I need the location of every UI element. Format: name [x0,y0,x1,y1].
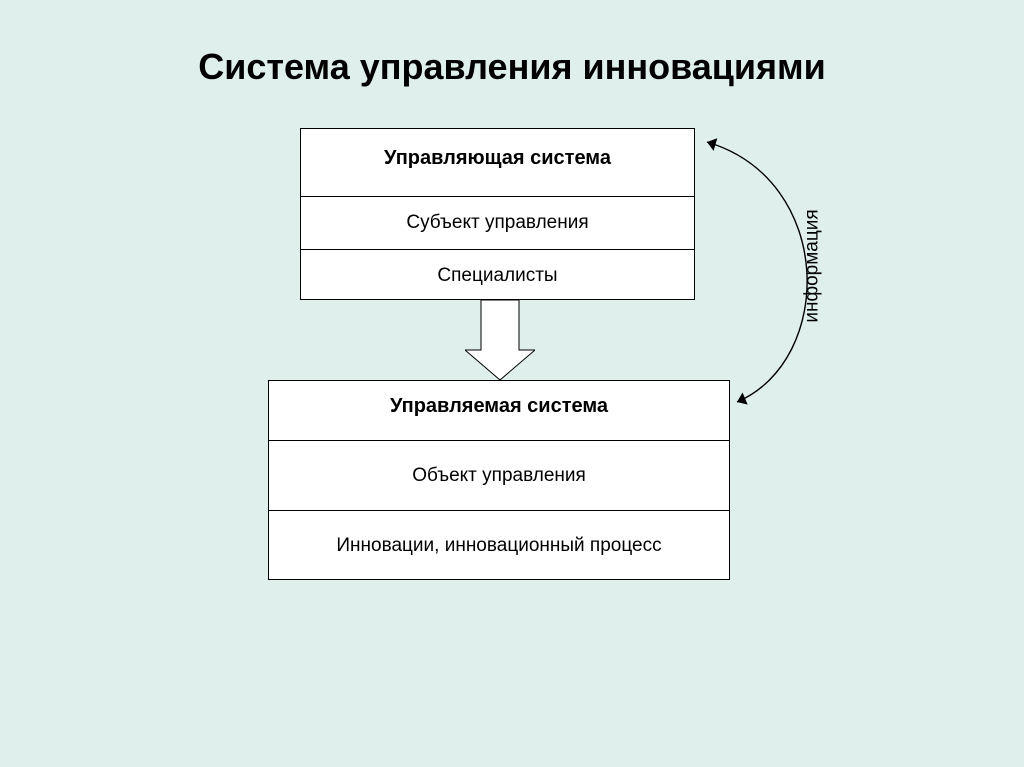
block-managing-system: Управляющая система Субъект управления С… [300,128,695,300]
feedback-label: информация [802,209,824,322]
down-arrow-icon [465,300,535,380]
block-top-header: Управляющая система [301,129,694,197]
block-bottom-header: Управляемая система [269,381,729,441]
block-managed-system: Управляемая система Объект управления Ин… [268,380,730,580]
block-bottom-row-innovations: Инновации, инновационный процесс [269,511,729,581]
block-bottom-row-object: Объект управления [269,441,729,511]
block-top-row-specialists: Специалисты [301,250,694,301]
page-title: Система управления инновациями [100,46,924,88]
block-top-row-subject: Субъект управления [301,197,694,250]
